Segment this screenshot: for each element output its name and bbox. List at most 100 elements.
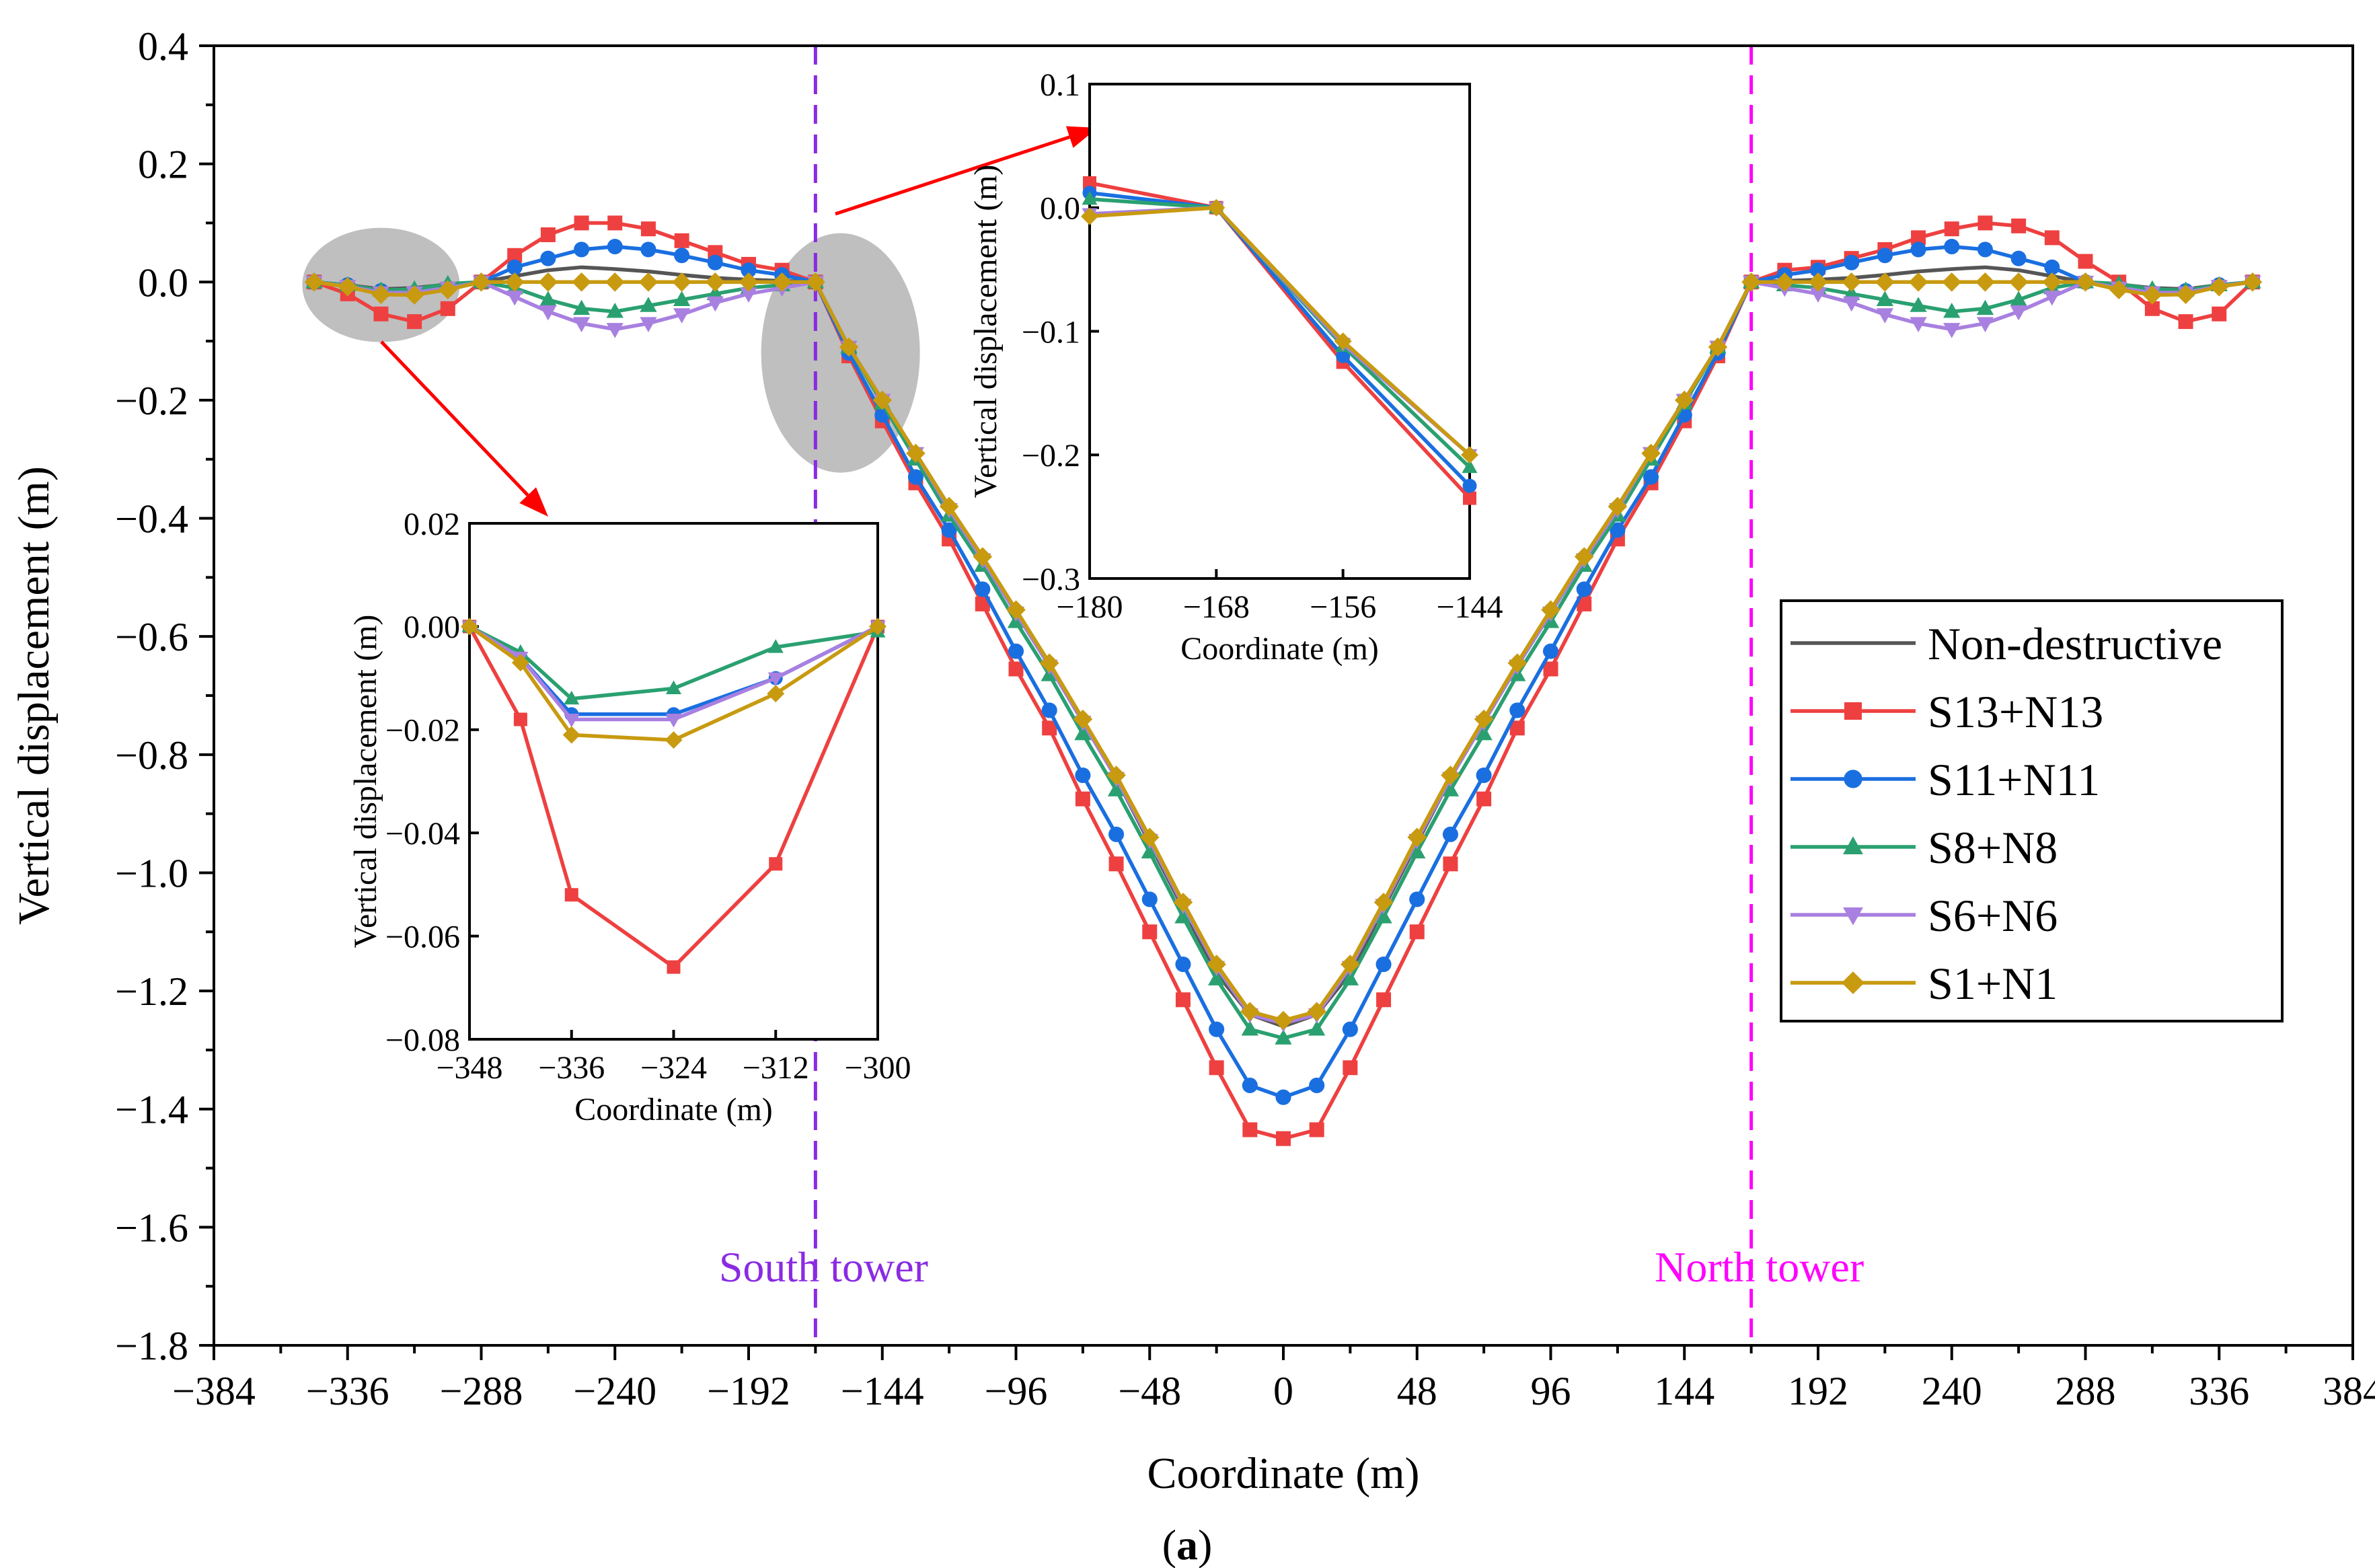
data-point (606, 323, 624, 338)
x-tick-label: 96 (1531, 1369, 1571, 1413)
data-point (1975, 272, 1995, 292)
data-point (1307, 1002, 1326, 1022)
data-point (706, 296, 724, 312)
x-tick-label: −192 (707, 1369, 790, 1413)
y-tick-label: −1.0 (115, 851, 188, 895)
data-point (673, 308, 691, 324)
data-point (1276, 1131, 1291, 1146)
x-tick-label: 336 (2189, 1369, 2249, 1413)
data-point (1141, 891, 1158, 907)
data-point (2076, 272, 2095, 292)
inset-data-point (767, 639, 784, 653)
data-point (2078, 254, 2093, 269)
legend-marker (1844, 702, 1862, 720)
figure-label: (a) (1162, 1521, 1213, 1568)
data-point (1106, 766, 1126, 785)
inset-data-point (666, 713, 681, 728)
data-point (640, 317, 657, 332)
y-tick-label: −1.8 (115, 1324, 188, 1368)
data-point (1509, 720, 1525, 736)
data-point (1442, 826, 1458, 842)
data-point (1408, 843, 1426, 859)
data-point (1877, 248, 1893, 264)
inset-data-point (1083, 176, 1096, 190)
inset-x-tick-label: −180 (1056, 589, 1123, 625)
y-tick-label: −1.2 (115, 969, 188, 1014)
x-tick-label: −384 (172, 1369, 256, 1413)
arrow-shaft (380, 340, 529, 496)
data-point (1107, 781, 1125, 796)
data-point (440, 301, 455, 316)
x-tick-label: −288 (440, 1369, 523, 1413)
data-point (2044, 230, 2060, 246)
inset-series-S1+N1 (1081, 198, 1478, 464)
inset-data-point (513, 712, 527, 726)
y-axis-label: Vertical displacement (m) (9, 466, 59, 925)
data-point (1407, 827, 1427, 848)
data-point (1577, 596, 1592, 611)
inset-top-chart: −180 −168 −156 −144 −0.3 −0.2 −0.1 0.0 0.1 Coordi… (968, 67, 1503, 667)
data-point (572, 272, 591, 292)
inset-data-point (1336, 348, 1351, 363)
data-point (2209, 276, 2229, 297)
y-tick-label: −0.2 (115, 379, 188, 423)
inset-data-point (667, 960, 681, 974)
data-point (1976, 299, 1994, 315)
data-point (1008, 643, 1024, 659)
data-point (1409, 924, 1425, 940)
main-tick-labels: −384 −336 −288 −240 −192 −144 −96 −48 0 48 96 144 19… (115, 24, 2375, 1413)
x-tick-label: 48 (1397, 1369, 1437, 1413)
data-point (373, 306, 389, 322)
data-point (740, 287, 757, 303)
data-point (1373, 893, 1394, 912)
y-tick-label: −1.6 (115, 1205, 188, 1250)
data-point (506, 290, 523, 306)
data-point (506, 259, 523, 275)
inset-data-point (1081, 207, 1098, 225)
data-point (1541, 600, 1560, 620)
inset-y-tick-label: 0.02 (404, 507, 460, 542)
data-point (1641, 443, 1661, 463)
data-point (1108, 826, 1125, 842)
data-point (1911, 230, 1926, 246)
inset-y-axis-label: Vertical displacement (m) (348, 615, 383, 948)
data-point (1375, 908, 1392, 924)
data-point (806, 272, 825, 292)
y-tick-label: 0.4 (138, 24, 188, 69)
y-tick-label: −0.8 (115, 733, 188, 778)
inset-y-axis-label: Vertical displacement (m) (968, 165, 1004, 498)
inset-y-tick-label: 0.00 (404, 609, 460, 645)
data-point (2008, 272, 2029, 292)
x-tick-label: 384 (2323, 1369, 2375, 1413)
inset-data-point (564, 888, 578, 902)
y-tick-label: 0.2 (138, 143, 188, 187)
x-tick-label: −240 (573, 1369, 656, 1413)
data-point (1842, 272, 1861, 292)
inset-x-axis-label: Coordinate (m) (574, 1092, 773, 1127)
inset-series-line (1089, 181, 1472, 500)
data-point (1240, 1002, 1260, 1022)
inset-data-point (767, 685, 785, 703)
data-point (1542, 643, 1559, 659)
inset-data-point (461, 618, 478, 636)
inset-data-point (1462, 478, 1477, 493)
inset-data-point (1463, 491, 1476, 505)
data-point (1674, 390, 1694, 410)
inset-series-line (468, 624, 879, 722)
inset-y-tick-label: 0.0 (1040, 191, 1080, 227)
legend-box (1780, 599, 2284, 1022)
data-point (1944, 239, 1960, 255)
data-point (1207, 970, 1226, 985)
inset-series-line (1089, 206, 1471, 457)
data-point (371, 285, 391, 305)
inset-x-tick-label: −300 (844, 1050, 911, 1086)
data-point (1908, 272, 1928, 292)
inset-data-point (666, 680, 681, 694)
data-point (1175, 957, 1191, 973)
data-point (1075, 791, 1090, 807)
inset-data-point (1082, 190, 1098, 205)
inset-data-point (564, 713, 580, 728)
data-point (1944, 221, 1959, 237)
data-point (674, 248, 690, 264)
data-point (539, 305, 557, 321)
